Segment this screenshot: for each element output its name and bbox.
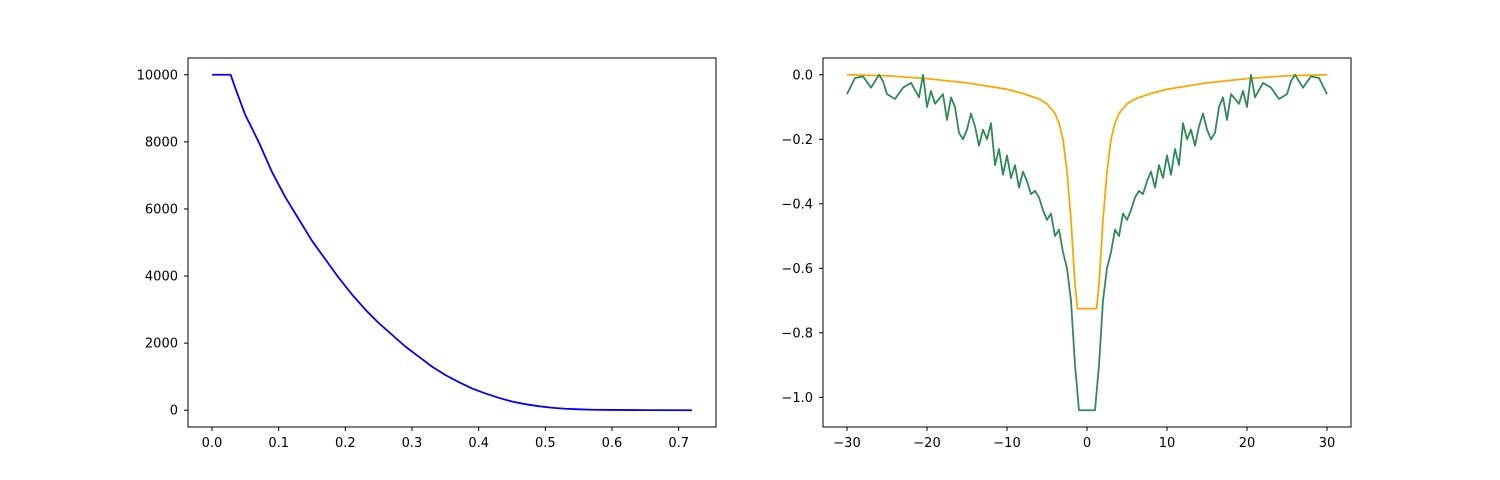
series-line-1-1 bbox=[846, 73, 1328, 412]
y-tick-label: −0.4 bbox=[781, 197, 813, 212]
series-line-0-0 bbox=[212, 73, 693, 412]
y-tick-label: −0.6 bbox=[781, 262, 813, 277]
y-tick-label: −0.8 bbox=[781, 326, 813, 341]
y-tick-label: 0.0 bbox=[792, 68, 813, 83]
x-tick-label: −10 bbox=[993, 436, 1020, 451]
axes-frame bbox=[187, 57, 717, 428]
x-tick-label: 0.3 bbox=[402, 436, 423, 451]
x-tick-label: 10 bbox=[1159, 436, 1176, 451]
x-tick-label: 0.1 bbox=[268, 436, 289, 451]
y-tick-label: 2000 bbox=[145, 337, 178, 352]
series-line-1-0 bbox=[846, 73, 1328, 310]
x-tick-label: 0.7 bbox=[668, 436, 689, 451]
y-tick-label: 4000 bbox=[145, 270, 178, 285]
left-chart: 0.0 0.1 0.2 0.3 0.4 0.5 0.6 0.7 0 2000 4000 6000 800… bbox=[137, 57, 717, 451]
x-tick-label: 0.2 bbox=[335, 436, 356, 451]
x-tick-label: 0.0 bbox=[202, 436, 223, 451]
y-tick-label: 0 bbox=[170, 404, 178, 419]
right-chart: −30 −20 −10 0 10 20 30 0.0 −0.2 −0.4 −0.6 −0.8 −1.0 bbox=[781, 57, 1352, 451]
y-tick-label: −0.2 bbox=[781, 133, 813, 148]
y-tick-label: 10000 bbox=[137, 68, 178, 83]
x-tick-label: 0.4 bbox=[468, 436, 489, 451]
y-tick-label: −1.0 bbox=[781, 391, 813, 406]
y-tick-label: 6000 bbox=[145, 202, 178, 217]
x-tick-label: 20 bbox=[1239, 436, 1256, 451]
x-tick-label: 30 bbox=[1319, 436, 1336, 451]
x-tick-label: 0.5 bbox=[535, 436, 556, 451]
x-tick-label: 0 bbox=[1083, 436, 1091, 451]
x-tick-label: −20 bbox=[913, 436, 940, 451]
x-tick-label: 0.6 bbox=[602, 436, 623, 451]
x-tick-label: −30 bbox=[833, 436, 860, 451]
y-tick-label: 8000 bbox=[145, 135, 178, 150]
